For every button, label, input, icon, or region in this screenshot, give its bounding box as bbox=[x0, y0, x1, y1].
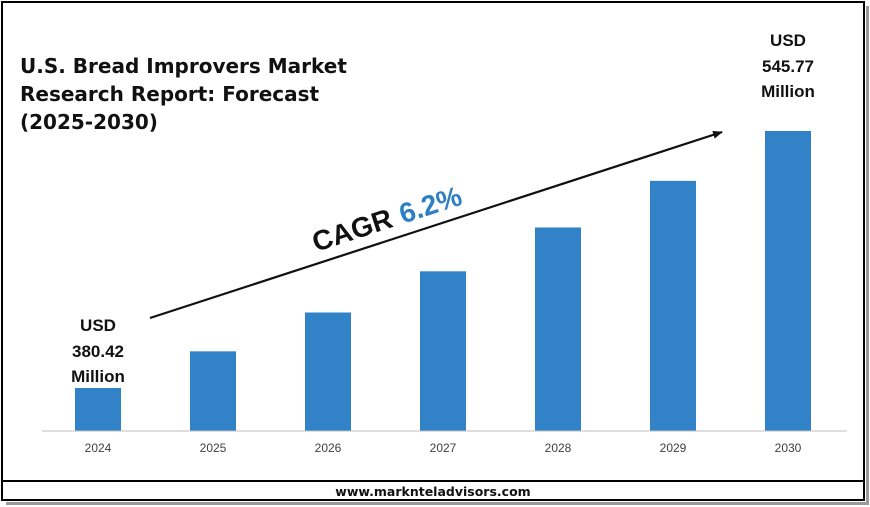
x-tick-label-2026: 2026 bbox=[315, 441, 342, 455]
bar-2024 bbox=[75, 388, 121, 431]
cagr-value: 6.2% bbox=[395, 180, 465, 229]
end-value-line-3: Million bbox=[761, 82, 815, 101]
start-value-annotation: USD 380.42 Million bbox=[71, 316, 125, 386]
x-tick-label-2025: 2025 bbox=[200, 441, 227, 455]
end-value-line-1: USD bbox=[770, 31, 806, 50]
bar-2028 bbox=[535, 227, 581, 431]
x-tick-label-2029: 2029 bbox=[660, 441, 687, 455]
bar-2027 bbox=[420, 271, 466, 431]
x-tick-labels: 2024 2025 2026 2027 2028 2029 2030 bbox=[85, 441, 802, 455]
footer-website: www.marknteladvisors.com bbox=[1, 480, 865, 501]
x-tick-label-2030: 2030 bbox=[775, 441, 802, 455]
end-value-annotation: USD 545.77 Million bbox=[761, 31, 815, 101]
cagr-arrow bbox=[149, 130, 723, 320]
bars-group bbox=[75, 131, 811, 431]
x-tick-label-2024: 2024 bbox=[85, 441, 112, 455]
bar-2026 bbox=[305, 312, 351, 431]
bar-2029 bbox=[650, 180, 696, 431]
x-tick-label-2028: 2028 bbox=[545, 441, 572, 455]
start-value-line-1: USD bbox=[80, 316, 116, 335]
cagr-text: CAGR bbox=[308, 203, 396, 258]
frame-shadow-bottom bbox=[6, 502, 869, 505]
start-value-line-3: Million bbox=[71, 367, 125, 386]
x-tick-label-2027: 2027 bbox=[430, 441, 457, 455]
frame-shadow-right bbox=[866, 6, 869, 505]
chart-title: U.S. Bread Improvers Market Research Rep… bbox=[20, 54, 347, 134]
cagr-label: CAGR6.2% bbox=[308, 180, 465, 257]
bar-2030 bbox=[765, 131, 811, 431]
start-value-line-2: 380.42 bbox=[72, 342, 124, 361]
end-value-line-2: 545.77 bbox=[762, 57, 814, 76]
bar-2025 bbox=[190, 351, 236, 431]
